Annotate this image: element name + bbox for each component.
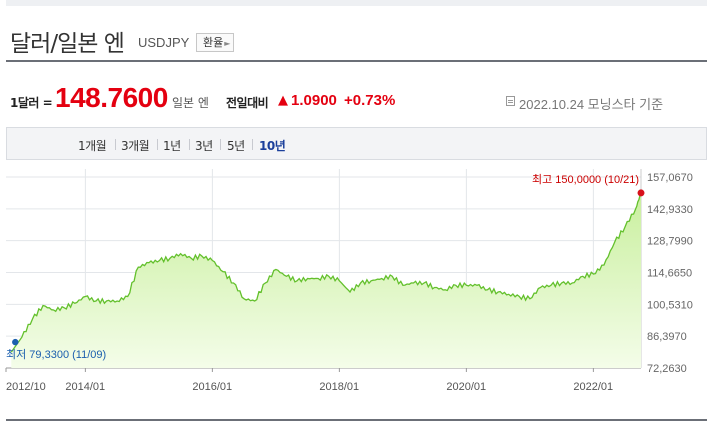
tab-3months[interactable]: 3개월 bbox=[121, 139, 150, 153]
ticker-code: USDJPY bbox=[138, 35, 190, 50]
max-point-marker bbox=[637, 189, 645, 197]
price-unit: 일본 엔 bbox=[172, 96, 209, 110]
current-price: 148.7600 bbox=[55, 82, 168, 113]
price-chart: 157,0670 142,9330 128,7990 114,6650 100,5310… bbox=[0, 165, 707, 405]
tab-separator bbox=[220, 139, 221, 150]
y-tick-label: 142,9330 bbox=[647, 204, 693, 216]
up-triangle-icon: ▲ bbox=[278, 93, 288, 108]
x-tick-label: 2016/01 bbox=[192, 381, 232, 393]
price-area bbox=[11, 192, 642, 368]
x-tick-label: 2018/01 bbox=[319, 381, 359, 393]
unit-label: 1달러 = bbox=[10, 96, 53, 110]
bottom-divider bbox=[6, 419, 707, 421]
y-tick-label: 86,3970 bbox=[647, 331, 687, 343]
title-divider bbox=[6, 60, 707, 62]
period-tabs: 1개월 3개월 1년 3년 5년 10년 bbox=[6, 127, 707, 160]
x-tick-label: 2022/01 bbox=[573, 381, 613, 393]
data-source: 2022.10.24 모닝스타 기준 bbox=[519, 97, 664, 112]
price-line bbox=[10, 192, 642, 353]
exchange-rate-button[interactable]: 환율► bbox=[196, 33, 234, 52]
tab-5years[interactable]: 5년 bbox=[227, 139, 245, 153]
tab-separator bbox=[157, 139, 158, 150]
y-tick-label: 128,7990 bbox=[647, 236, 693, 248]
y-tick-label: 72,2630 bbox=[647, 363, 687, 375]
page-title: 달러/일본 엔 bbox=[10, 31, 125, 57]
min-point-marker bbox=[12, 338, 19, 346]
max-label: 최고 150,0000 (10/21) bbox=[532, 173, 639, 186]
tab-separator bbox=[115, 139, 116, 150]
y-tick-label: 100,5310 bbox=[647, 299, 693, 311]
tab-10years[interactable]: 10년 bbox=[259, 139, 286, 153]
title-row: 달러/일본 엔 USDJPY 환율► bbox=[10, 24, 706, 58]
x-tick-label: 2020/01 bbox=[446, 381, 486, 393]
tab-separator bbox=[252, 139, 253, 150]
y-tick-label: 114,6650 bbox=[647, 268, 692, 280]
tab-1year[interactable]: 1년 bbox=[163, 139, 181, 153]
tab-separator bbox=[189, 139, 190, 150]
price-change: 1.0900 bbox=[291, 92, 337, 109]
y-tick-label: 157,0670 bbox=[647, 172, 693, 184]
document-icon bbox=[506, 96, 515, 106]
compare-label: 전일대비 bbox=[226, 96, 269, 110]
tab-3years[interactable]: 3년 bbox=[195, 139, 213, 153]
exchange-rate-button-label: 환율 bbox=[203, 36, 224, 49]
price-change-percent: +0.73% bbox=[344, 92, 396, 109]
min-label: 최저 79,3300 (11/09) bbox=[6, 348, 106, 361]
quote-row: 1달러 = 148.7600 일본 엔 전일대비 ▲ 1.0900 +0.73%… bbox=[10, 82, 706, 118]
x-tick-label: 2014/01 bbox=[65, 381, 105, 393]
tab-1month[interactable]: 1개월 bbox=[78, 139, 107, 153]
top-bar bbox=[6, 0, 707, 6]
chevron-right-icon: ► bbox=[224, 39, 231, 48]
x-tick-label: 2012/10 bbox=[6, 381, 46, 393]
chart-svg: 157,0670 142,9330 128,7990 114,6650 100,5310… bbox=[5, 169, 693, 393]
